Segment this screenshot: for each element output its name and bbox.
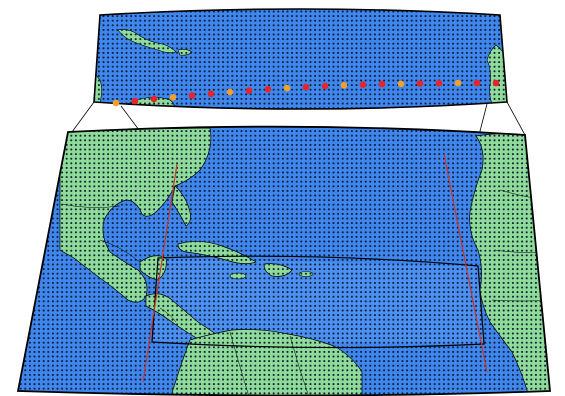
inset-map-panel: [93, 8, 508, 110]
main-map-panel: [16, 125, 551, 396]
marker-orange-6: [226, 88, 234, 96]
marker-red-17: [435, 80, 443, 87]
marker-orange-9: [283, 84, 291, 92]
main-map-frame: [16, 125, 551, 396]
marker-red-8: [264, 86, 272, 93]
main-grid-dots: [18, 126, 550, 396]
marker-red-2: [150, 95, 158, 103]
inset-grid-dots: [94, 9, 507, 109]
marker-red-5: [207, 90, 215, 98]
marker-row: [112, 79, 500, 107]
subdomain-right-boundary: [443, 153, 488, 373]
marker-red-1: [131, 97, 139, 105]
marker-red-13: [359, 81, 367, 88]
marker-red-19: [473, 79, 481, 87]
marker-orange-12: [340, 82, 348, 89]
marker-red-4: [188, 92, 196, 99]
inner-domain-outline: [151, 255, 485, 349]
marker-orange-18: [454, 79, 462, 87]
subdomain-left-boundary: [142, 163, 178, 383]
inset-frame: [93, 8, 508, 110]
marker-red-20: [492, 79, 500, 87]
marker-orange-15: [397, 80, 405, 88]
marker-red-7: [245, 87, 253, 94]
marker-orange-3: [169, 94, 177, 101]
marker-orange-0: [112, 99, 120, 107]
marker-red-10: [302, 83, 310, 91]
marker-red-11: [321, 82, 329, 90]
marker-red-16: [416, 80, 424, 87]
marker-red-14: [378, 80, 386, 88]
